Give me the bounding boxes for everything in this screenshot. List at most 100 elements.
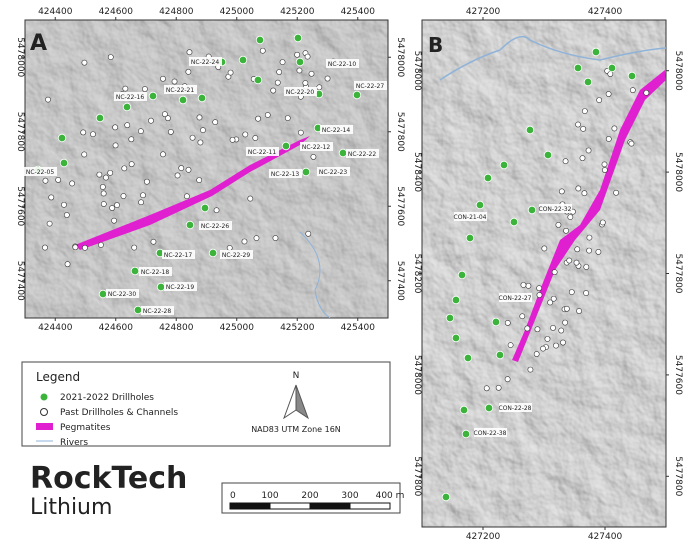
past-drillhole: [611, 125, 618, 132]
past-drillhole: [643, 89, 650, 96]
scale-label: 200: [301, 491, 318, 501]
past-drillhole: [90, 131, 96, 138]
past-drillhole: [574, 246, 581, 253]
y-tick-label: 5478000: [412, 355, 422, 395]
label-bg: [24, 167, 57, 176]
new-drillhole: [509, 217, 519, 227]
y-tick-label: 5477400: [395, 261, 405, 301]
hole-label: NC-22-21: [166, 87, 194, 94]
past-drillhole: [247, 195, 254, 202]
y-tick-label: 5477800: [412, 456, 422, 496]
past-drillhole: [197, 139, 204, 146]
river-a: [299, 231, 331, 318]
x-tick-label: 424400: [38, 7, 73, 17]
hole-label: NC-22-26: [201, 223, 229, 230]
hole-label: CON-22-27: [499, 295, 532, 302]
past-drillhole: [558, 188, 565, 195]
hole-label: NC-22-10: [328, 61, 356, 68]
hole-label: CON-22-32: [539, 206, 572, 213]
past-drillhole: [613, 189, 620, 196]
past-drillhole: [98, 242, 104, 248]
past-drillhole: [547, 299, 554, 306]
new-drillhole: [98, 289, 108, 299]
hole-label: NC-22-20: [286, 89, 314, 96]
past-drillhole: [495, 384, 502, 391]
past-drillhole: [534, 326, 541, 333]
past-drillhole: [184, 193, 190, 200]
past-drillhole: [114, 202, 120, 208]
past-drillhole: [45, 96, 51, 103]
past-drillhole: [558, 327, 565, 334]
past-drillhole: [581, 108, 588, 114]
past-drillhole: [563, 305, 570, 312]
past-drillhole: [63, 212, 70, 218]
y-tick-label: 5477400: [15, 261, 25, 301]
logo-name: RockTech: [30, 461, 187, 496]
hole-label: NC-22-28: [143, 308, 171, 315]
legend-item: Past Drillholes & Channels: [60, 408, 178, 418]
past-drillhole: [100, 190, 107, 197]
scale-label: 0: [230, 491, 236, 501]
scale-label: 100: [261, 491, 278, 501]
past-drillhole: [82, 244, 88, 251]
x-tick-label: 424800: [159, 323, 194, 333]
x-tick-label: 425000: [220, 323, 255, 333]
new-drillhole: [483, 173, 493, 183]
label-bg: [474, 428, 507, 437]
past-drillhole: [142, 86, 148, 92]
past-drillhole: [563, 227, 569, 234]
past-drillhole: [580, 125, 587, 132]
past-drillhole: [576, 308, 582, 314]
y-tick-label: 5478000: [673, 51, 683, 91]
y-tick-label: 5477800: [15, 112, 25, 152]
hole-label: NC-22-23: [319, 169, 347, 176]
panel-label: B: [428, 33, 443, 57]
past-drillhole: [72, 244, 79, 251]
past-drillhole: [607, 71, 614, 77]
past-drillhole: [581, 190, 588, 197]
new-drillhole: [208, 248, 218, 258]
past-drillhole: [573, 259, 580, 266]
hole-label: NC-22-22: [348, 151, 376, 158]
past-drillhole: [161, 111, 168, 118]
past-drillhole: [524, 325, 531, 332]
past-drillhole: [242, 131, 249, 138]
y-tick-label: 5477600: [395, 186, 405, 226]
hole-label: NC-22-27: [356, 83, 384, 90]
hole-label: NC-22-14: [322, 127, 350, 134]
past-drillhole: [270, 87, 277, 94]
legend-item: Pegmatites: [60, 423, 111, 433]
hole-label: NC-22-19: [166, 284, 194, 291]
y-tick-label: 5477600: [673, 355, 683, 395]
hole-label: NC-22-05: [26, 169, 54, 176]
legend-peg: [36, 423, 53, 430]
new-drillhole: [130, 266, 140, 276]
new-drillhole: [499, 160, 509, 170]
new-drillhole: [527, 205, 537, 215]
legend-green: [39, 392, 49, 402]
y-tick-label: 5477800: [673, 253, 683, 293]
past-drillhole: [81, 151, 88, 158]
past-drillhole: [586, 247, 593, 254]
past-drillhole: [124, 122, 131, 129]
past-drillhole: [274, 79, 281, 86]
hole-label: NC-22-12: [302, 144, 330, 151]
past-drillhole: [229, 136, 236, 143]
past-drillhole: [566, 257, 573, 264]
scale-label: 400 m: [376, 491, 405, 501]
past-drillhole: [520, 282, 527, 288]
y-tick-label: 5478000: [412, 51, 422, 91]
scale-seg: [309, 502, 351, 510]
label-bg: [317, 167, 350, 176]
past-drillhole: [144, 178, 150, 185]
past-drillhole: [241, 238, 248, 245]
past-drillhole: [100, 201, 107, 207]
scale-seg: [349, 502, 391, 510]
north-arrow: [295, 384, 309, 420]
new-drillhole: [338, 148, 348, 158]
x-tick-label: 425200: [280, 323, 315, 333]
past-drillhole: [185, 68, 192, 75]
hole-label: NC-22-17: [164, 252, 192, 259]
y-tick-label: 5478400: [412, 152, 422, 192]
